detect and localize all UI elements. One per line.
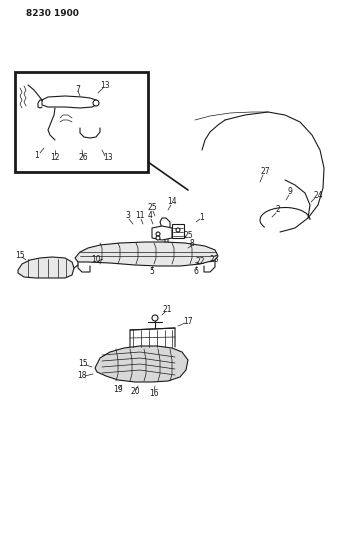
Text: 15: 15 <box>78 359 88 368</box>
Polygon shape <box>152 226 172 240</box>
Text: 2: 2 <box>276 206 280 214</box>
Text: 5: 5 <box>150 266 154 276</box>
Polygon shape <box>75 242 218 266</box>
Text: 14: 14 <box>167 198 177 206</box>
Text: 16: 16 <box>149 389 159 398</box>
Text: 6: 6 <box>193 266 199 276</box>
Text: 8: 8 <box>190 239 194 248</box>
Polygon shape <box>95 346 188 382</box>
Polygon shape <box>18 257 74 278</box>
Circle shape <box>93 100 99 106</box>
Text: 1: 1 <box>200 214 204 222</box>
Text: 13: 13 <box>103 154 113 163</box>
Circle shape <box>176 228 180 232</box>
Text: 4: 4 <box>148 212 152 221</box>
Text: 9: 9 <box>288 188 292 197</box>
Text: 15: 15 <box>15 252 25 261</box>
Circle shape <box>152 315 158 321</box>
Text: 10: 10 <box>91 255 101 264</box>
Text: 21: 21 <box>162 305 172 314</box>
Bar <box>15 72 148 172</box>
Text: 27: 27 <box>260 167 270 176</box>
Circle shape <box>156 236 160 240</box>
Text: 23: 23 <box>209 255 219 264</box>
Text: 19: 19 <box>113 385 123 394</box>
Circle shape <box>156 232 160 236</box>
Text: 8230 1900: 8230 1900 <box>26 9 79 18</box>
Text: 11: 11 <box>135 212 145 221</box>
Text: 7: 7 <box>75 85 81 93</box>
Text: 20: 20 <box>130 387 140 397</box>
Text: 26: 26 <box>78 154 88 163</box>
Text: 25: 25 <box>183 231 193 240</box>
Text: 3: 3 <box>125 212 131 221</box>
Text: 25: 25 <box>147 204 157 213</box>
Text: 22: 22 <box>195 256 205 265</box>
Text: 24: 24 <box>313 191 323 200</box>
Polygon shape <box>172 224 184 238</box>
Text: 12: 12 <box>50 152 60 161</box>
Text: 18: 18 <box>77 370 87 379</box>
Text: 1: 1 <box>35 150 39 159</box>
Text: 13: 13 <box>100 82 110 91</box>
Text: 17: 17 <box>183 318 193 327</box>
